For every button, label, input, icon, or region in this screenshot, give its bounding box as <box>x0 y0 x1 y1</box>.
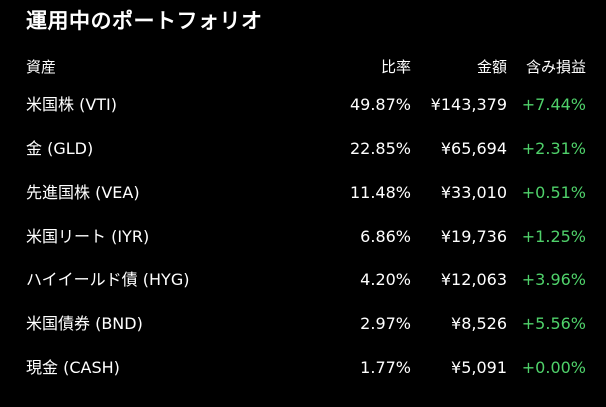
asset-name: 金 (GLD) <box>26 139 94 158</box>
asset-ratio: 6.86% <box>360 227 411 246</box>
asset-amount: ¥143,379 <box>430 95 507 114</box>
table-row[interactable]: ハイイールド債 (HYG) 4.20% ¥12,063 +3.96% <box>0 265 606 295</box>
asset-gain: +1.25% <box>521 227 586 246</box>
table-row[interactable]: 先進国株 (VEA) 11.48% ¥33,010 +0.51% <box>0 178 606 208</box>
header-name: 資産 <box>26 58 57 76</box>
asset-amount: ¥65,694 <box>440 139 507 158</box>
table-row[interactable]: 米国株 (VTI) 49.87% ¥143,379 +7.44% <box>0 90 606 120</box>
asset-gain: +5.56% <box>521 314 586 333</box>
asset-gain: +3.96% <box>521 270 586 289</box>
table-row[interactable]: 金 (GLD) 22.85% ¥65,694 +2.31% <box>0 134 606 164</box>
portfolio-title: 運用中のポートフォリオ <box>26 9 263 33</box>
table-header: 資産 比率 金額 含み損益 <box>0 54 606 80</box>
asset-ratio: 22.85% <box>349 139 411 158</box>
asset-ratio: 4.20% <box>360 270 411 289</box>
table-row[interactable]: 米国リート (IYR) 6.86% ¥19,736 +1.25% <box>0 222 606 252</box>
asset-name: 現金 (CASH) <box>26 358 120 377</box>
header-gain: 含み損益 <box>525 58 586 76</box>
asset-amount: ¥5,091 <box>451 358 507 377</box>
asset-name: 先進国株 (VEA) <box>26 183 140 202</box>
asset-ratio: 2.97% <box>360 314 411 333</box>
asset-gain: +0.51% <box>521 183 586 202</box>
asset-name: 米国株 (VTI) <box>26 95 118 114</box>
asset-gain: +7.44% <box>521 95 586 114</box>
asset-ratio: 11.48% <box>349 183 411 202</box>
table-row[interactable]: 米国債券 (BND) 2.97% ¥8,526 +5.56% <box>0 309 606 339</box>
asset-ratio: 1.77% <box>360 358 411 377</box>
asset-name: 米国債券 (BND) <box>26 314 143 333</box>
asset-name: ハイイールド債 (HYG) <box>26 270 190 289</box>
asset-amount: ¥8,526 <box>451 314 507 333</box>
asset-gain: +2.31% <box>521 139 586 158</box>
asset-name: 米国リート (IYR) <box>26 227 150 246</box>
table-row[interactable]: 現金 (CASH) 1.77% ¥5,091 +0.00% <box>0 353 606 383</box>
header-ratio: 比率 <box>380 58 411 76</box>
asset-amount: ¥19,736 <box>440 227 507 246</box>
asset-amount: ¥12,063 <box>440 270 507 289</box>
header-amount: 金額 <box>476 58 507 76</box>
asset-ratio: 49.87% <box>349 95 411 114</box>
asset-amount: ¥33,010 <box>440 183 507 202</box>
asset-gain: +0.00% <box>521 358 586 377</box>
